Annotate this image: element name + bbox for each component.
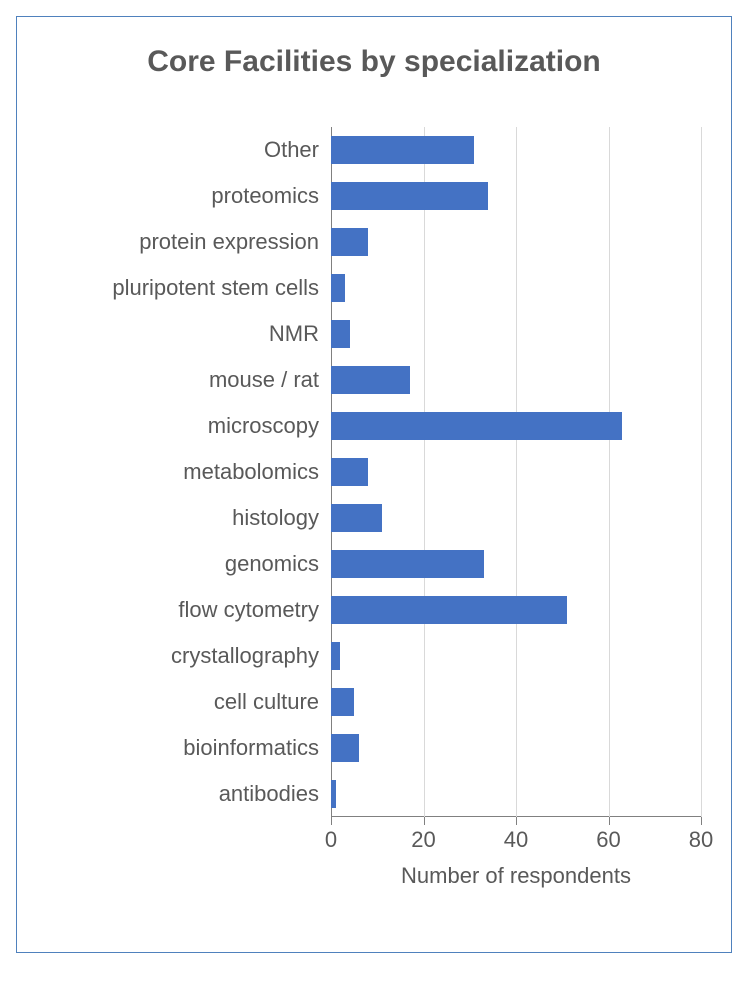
grid-line bbox=[701, 127, 702, 817]
y-tick-label: crystallography bbox=[171, 645, 331, 667]
y-tick-label: antibodies bbox=[219, 783, 331, 805]
y-tick-label: metabolomics bbox=[183, 461, 331, 483]
bar bbox=[331, 642, 340, 671]
y-tick-label: microscopy bbox=[208, 415, 331, 437]
bar bbox=[331, 366, 410, 395]
bar bbox=[331, 596, 567, 625]
bar bbox=[331, 412, 622, 441]
chart-title: Core Facilities by specialization bbox=[17, 45, 731, 79]
plot-area: 020406080Otherproteomicsprotein expressi… bbox=[331, 127, 701, 817]
x-tick-label: 80 bbox=[689, 817, 713, 851]
y-tick-label: NMR bbox=[269, 323, 331, 345]
y-tick-label: mouse / rat bbox=[209, 369, 331, 391]
bar bbox=[331, 136, 474, 165]
x-axis-label: Number of respondents bbox=[331, 863, 701, 889]
bar bbox=[331, 320, 350, 349]
y-tick-label: proteomics bbox=[211, 185, 331, 207]
chart-frame: Core Facilities by specialization 020406… bbox=[16, 16, 732, 953]
x-tick-label: 60 bbox=[596, 817, 620, 851]
y-tick-label: genomics bbox=[225, 553, 331, 575]
y-tick-label: histology bbox=[232, 507, 331, 529]
y-tick-label: Other bbox=[264, 139, 331, 161]
x-tick-label: 20 bbox=[411, 817, 435, 851]
bar bbox=[331, 274, 345, 303]
bar bbox=[331, 458, 368, 487]
y-tick-label: pluripotent stem cells bbox=[112, 277, 331, 299]
bar bbox=[331, 228, 368, 257]
x-tick-label: 40 bbox=[504, 817, 528, 851]
grid-line bbox=[516, 127, 517, 817]
y-tick-label: bioinformatics bbox=[183, 737, 331, 759]
grid-line bbox=[609, 127, 610, 817]
bar bbox=[331, 734, 359, 763]
y-tick-label: cell culture bbox=[214, 691, 331, 713]
bar bbox=[331, 550, 484, 579]
grid-line bbox=[424, 127, 425, 817]
bar bbox=[331, 504, 382, 533]
y-tick-label: flow cytometry bbox=[178, 599, 331, 621]
y-tick-label: protein expression bbox=[139, 231, 331, 253]
x-tick-label: 0 bbox=[325, 817, 337, 851]
bar bbox=[331, 688, 354, 717]
bar bbox=[331, 780, 336, 809]
bar bbox=[331, 182, 488, 211]
